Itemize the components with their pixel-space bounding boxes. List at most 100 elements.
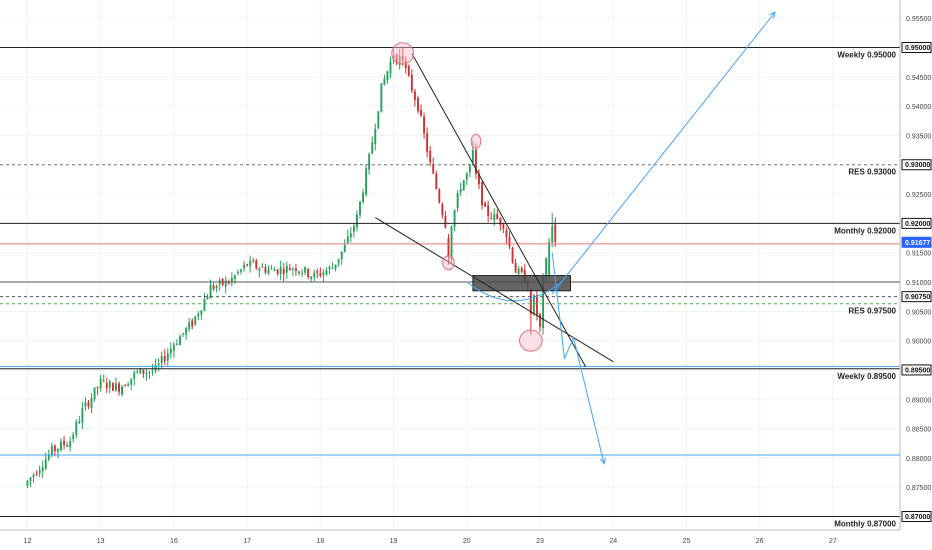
price-tag-label: 0.89500: [905, 367, 930, 374]
price-tick-label: 0.88500: [906, 427, 931, 434]
candle-body: [349, 233, 352, 238]
candle-body: [362, 192, 364, 203]
candle-body: [151, 370, 154, 372]
candle-body: [356, 214, 358, 228]
projection-down-arrowhead: [599, 457, 606, 465]
candle-body: [96, 387, 99, 389]
candle-body: [410, 74, 413, 91]
candle-body: [53, 445, 56, 451]
candle-body: [374, 128, 377, 145]
price-tag-box: [901, 511, 932, 523]
level-label: Weekly 0.89500: [837, 372, 896, 381]
candle-body: [432, 164, 435, 174]
candle-body: [487, 205, 490, 216]
candle-body: [529, 290, 532, 315]
candle-body: [154, 365, 157, 371]
price-tick-label: 0.94000: [906, 104, 931, 111]
candle-body: [426, 132, 429, 153]
time-tick-label: 24: [609, 538, 617, 545]
price-tick-label: 0.94500: [906, 75, 931, 82]
level-label: RES 0.93000: [848, 168, 896, 177]
price-tick-label: 0.95500: [906, 16, 931, 23]
candle-body: [240, 269, 242, 272]
candle-body: [145, 372, 148, 375]
level-label: Monthly 0.92000: [834, 226, 896, 235]
candle-body: [395, 54, 398, 63]
candle-body: [166, 353, 169, 361]
candle-body: [365, 168, 368, 195]
candle-body: [99, 378, 102, 389]
candle-body: [246, 264, 249, 266]
candle-body: [133, 372, 136, 379]
projection-up-arrowhead: [769, 11, 776, 19]
candle-body: [368, 154, 371, 170]
candle-body: [539, 313, 541, 327]
candle-body: [352, 225, 355, 232]
level-label: Weekly 0.95000: [837, 50, 896, 59]
candle-body: [392, 55, 395, 60]
left-low-ellipse: [442, 255, 455, 271]
candle-body: [108, 381, 111, 388]
candle-body: [224, 280, 227, 287]
candle-body: [389, 61, 392, 74]
time-tick-label: 27: [829, 538, 837, 545]
candle-body: [383, 79, 386, 85]
candle-body: [331, 267, 334, 269]
candle-body: [209, 285, 212, 299]
candle-body: [87, 402, 90, 407]
candle-body: [499, 217, 502, 226]
candle-body: [447, 238, 450, 258]
candle-body: [194, 316, 197, 325]
candle-body: [337, 258, 340, 264]
candle-body: [182, 333, 184, 335]
candle-body: [38, 469, 41, 474]
candle-body: [84, 402, 87, 407]
candle-body: [438, 189, 441, 203]
price-tick-label: 0.89000: [906, 397, 931, 404]
candle-body: [282, 268, 285, 275]
candle-body: [191, 320, 194, 327]
price-tick-label: 0.87500: [906, 485, 931, 492]
price-tick-label: 0.90000: [906, 339, 931, 346]
candle-body: [481, 181, 483, 206]
candle-body: [69, 441, 72, 448]
candle-body: [197, 313, 200, 317]
right-shoulder-ellipse: [470, 133, 482, 149]
candle-body: [520, 267, 523, 273]
candle-body: [93, 387, 96, 400]
price-tag-label: 0.90750: [905, 294, 930, 301]
resistance-trendline: [411, 53, 587, 368]
candle-body: [267, 269, 270, 274]
spike-low-ellipse: [519, 329, 543, 352]
candle-body: [377, 111, 380, 129]
candle-body: [206, 296, 209, 300]
candle-body: [60, 441, 62, 451]
candle-body: [316, 270, 319, 273]
candle-body: [532, 295, 535, 315]
candle-body: [407, 66, 410, 76]
candle-body: [258, 268, 261, 271]
price-tick-label: 0.91500: [906, 251, 931, 258]
price-tick-label: 0.91000: [906, 280, 931, 287]
candle-body: [179, 336, 181, 346]
candle-body: [29, 477, 32, 481]
candle-body: [124, 385, 127, 387]
candle-body: [319, 273, 322, 276]
candle-body: [328, 266, 331, 270]
candle-body: [371, 142, 374, 154]
candle-body: [450, 226, 453, 260]
price-tick-label: 0.90500: [906, 309, 931, 316]
candle-body: [301, 272, 303, 274]
candle-body: [160, 355, 163, 364]
candle-body: [380, 83, 383, 113]
candle-body: [176, 343, 178, 345]
candle-body: [325, 270, 328, 275]
candle-body: [441, 204, 444, 216]
candle-body: [90, 398, 93, 408]
candle-body: [496, 214, 499, 220]
candle-body: [417, 97, 419, 112]
price-tick-label: 0.93500: [906, 133, 931, 140]
candle-body: [413, 91, 416, 100]
